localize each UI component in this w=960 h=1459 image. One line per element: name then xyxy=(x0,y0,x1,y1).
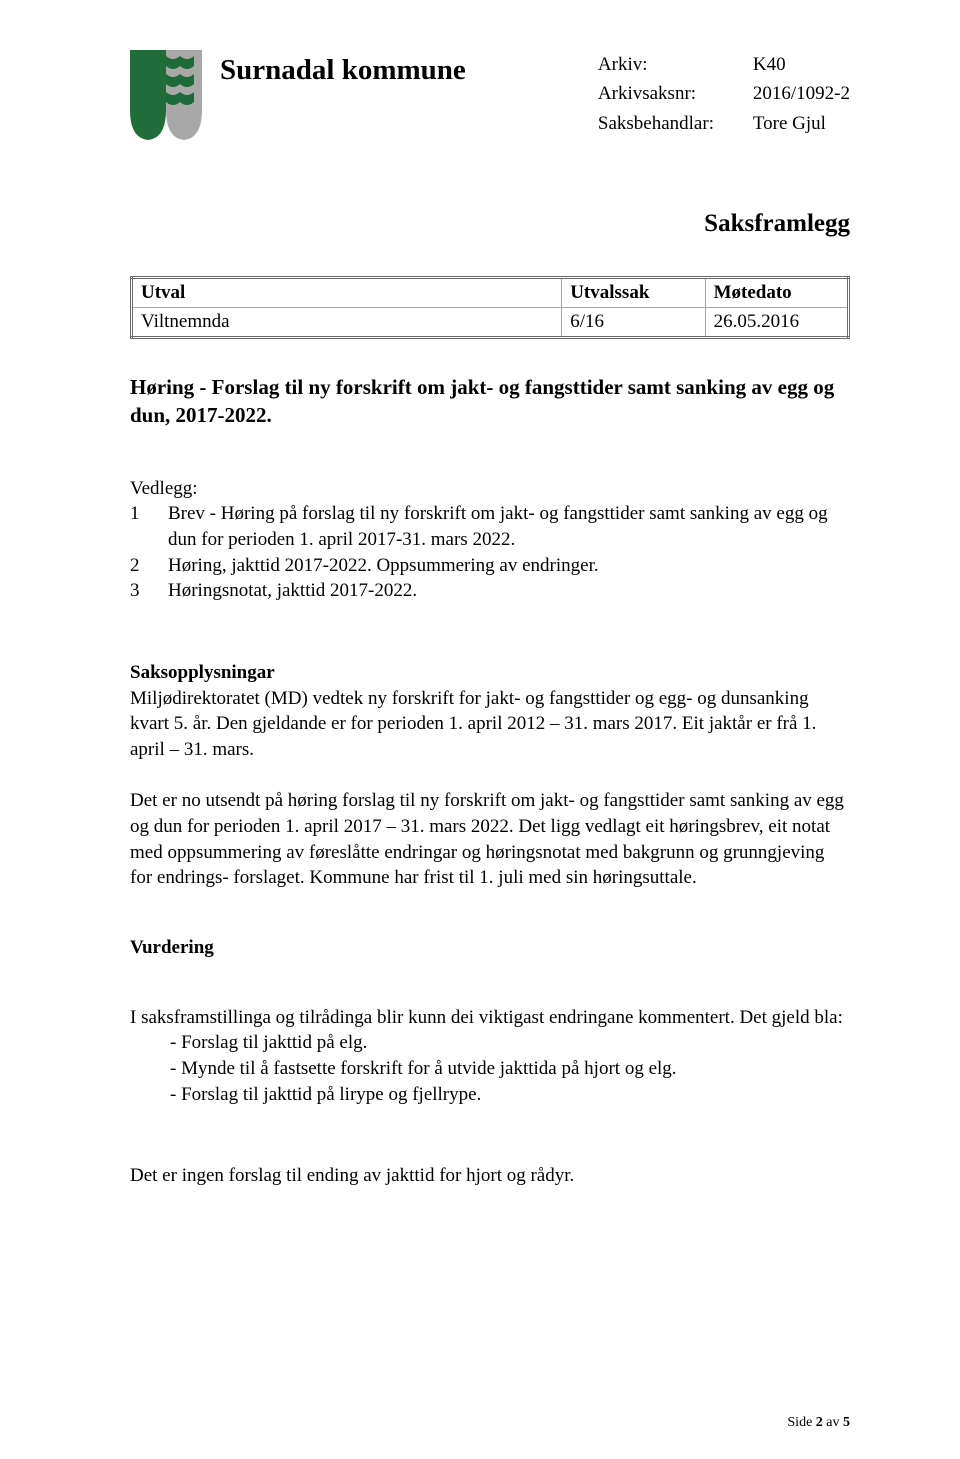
meta-value: K40 xyxy=(753,50,786,79)
meta-label: Saksbehandlar: xyxy=(598,109,753,138)
table-header-row: Utval Utvalssak Møtedato xyxy=(132,278,849,308)
saksopplysningar-heading: Saksopplysningar xyxy=(130,660,850,686)
meta-row: Arkivsaksnr: 2016/1092-2 xyxy=(598,79,850,108)
table-cell: 26.05.2016 xyxy=(705,308,848,338)
meta-row: Arkiv: K40 xyxy=(598,50,850,79)
meta-label: Arkiv: xyxy=(598,50,753,79)
vedlegg-list: 1 Brev - Høring på forslag til ny forskr… xyxy=(130,501,850,604)
meta-value: Tore Gjul xyxy=(753,109,826,138)
vedlegg-text: Høringsnotat, jakttid 2017-2022. xyxy=(168,578,850,604)
vurdering-heading: Vurdering xyxy=(130,935,850,961)
bullet-item: - Forslag til jakttid på lirype og fjell… xyxy=(130,1082,850,1108)
footer-total-pages: 5 xyxy=(843,1415,850,1430)
saksopplysningar-section: Saksopplysningar Miljødirektoratet (MD) … xyxy=(130,660,850,891)
vedlegg-heading: Vedlegg: xyxy=(130,476,850,502)
body-paragraph: Det er ingen forslag til ending av jaktt… xyxy=(130,1163,850,1189)
vedlegg-section: Vedlegg: 1 Brev - Høring på forslag til … xyxy=(130,476,850,604)
table-header: Møtedato xyxy=(705,278,848,308)
page-footer: Side 2 av 5 xyxy=(787,1415,850,1431)
vedlegg-text: Høring, jakttid 2017-2022. Oppsummering … xyxy=(168,553,850,579)
vedlegg-number: 1 xyxy=(130,501,168,552)
meta-label: Arkivsaksnr: xyxy=(598,79,753,108)
vedlegg-item: 1 Brev - Høring på forslag til ny forskr… xyxy=(130,501,850,552)
body-paragraph: Det er no utsendt på høring forslag til … xyxy=(130,788,850,891)
footer-of: av xyxy=(823,1415,843,1430)
bullet-item: - Mynde til å fastsette forskrift for å … xyxy=(130,1056,850,1082)
table-cell: Viltnemnda xyxy=(132,308,562,338)
table-header: Utvalssak xyxy=(562,278,705,308)
header: Surnadal kommune Arkiv: K40 Arkivsaksnr:… xyxy=(130,50,850,140)
table-cell: 6/16 xyxy=(562,308,705,338)
municipality-title: Surnadal kommune xyxy=(220,50,580,87)
meta-value: 2016/1092-2 xyxy=(753,79,850,108)
vedlegg-item: 3 Høringsnotat, jakttid 2017-2022. xyxy=(130,578,850,604)
vedlegg-text: Brev - Høring på forslag til ny forskrif… xyxy=(168,501,850,552)
document-page: Surnadal kommune Arkiv: K40 Arkivsaksnr:… xyxy=(0,0,960,1459)
bullet-item: - Forslag til jakttid på elg. xyxy=(130,1030,850,1056)
footer-page-number: 2 xyxy=(816,1415,823,1430)
municipal-crest-icon xyxy=(130,50,202,140)
body-paragraph: I saksframstillinga og tilrådinga blir k… xyxy=(130,1005,850,1031)
case-table: Utval Utvalssak Møtedato Viltnemnda 6/16… xyxy=(130,276,850,339)
bullet-list: - Forslag til jakttid på elg. - Mynde ti… xyxy=(130,1030,850,1107)
table-row: Viltnemnda 6/16 26.05.2016 xyxy=(132,308,849,338)
case-title: Høring - Forslag til ny forskrift om jak… xyxy=(130,373,850,430)
body-paragraph: Miljødirektoratet (MD) vedtek ny forskri… xyxy=(130,686,850,763)
meta-block: Arkiv: K40 Arkivsaksnr: 2016/1092-2 Saks… xyxy=(598,50,850,138)
table-header: Utval xyxy=(132,278,562,308)
vedlegg-item: 2 Høring, jakttid 2017-2022. Oppsummerin… xyxy=(130,553,850,579)
footer-prefix: Side xyxy=(787,1415,815,1430)
vedlegg-number: 3 xyxy=(130,578,168,604)
document-title: Saksframlegg xyxy=(130,210,850,238)
vedlegg-number: 2 xyxy=(130,553,168,579)
meta-row: Saksbehandlar: Tore Gjul xyxy=(598,109,850,138)
vurdering-section: Vurdering I saksframstillinga og tilrådi… xyxy=(130,935,850,1189)
